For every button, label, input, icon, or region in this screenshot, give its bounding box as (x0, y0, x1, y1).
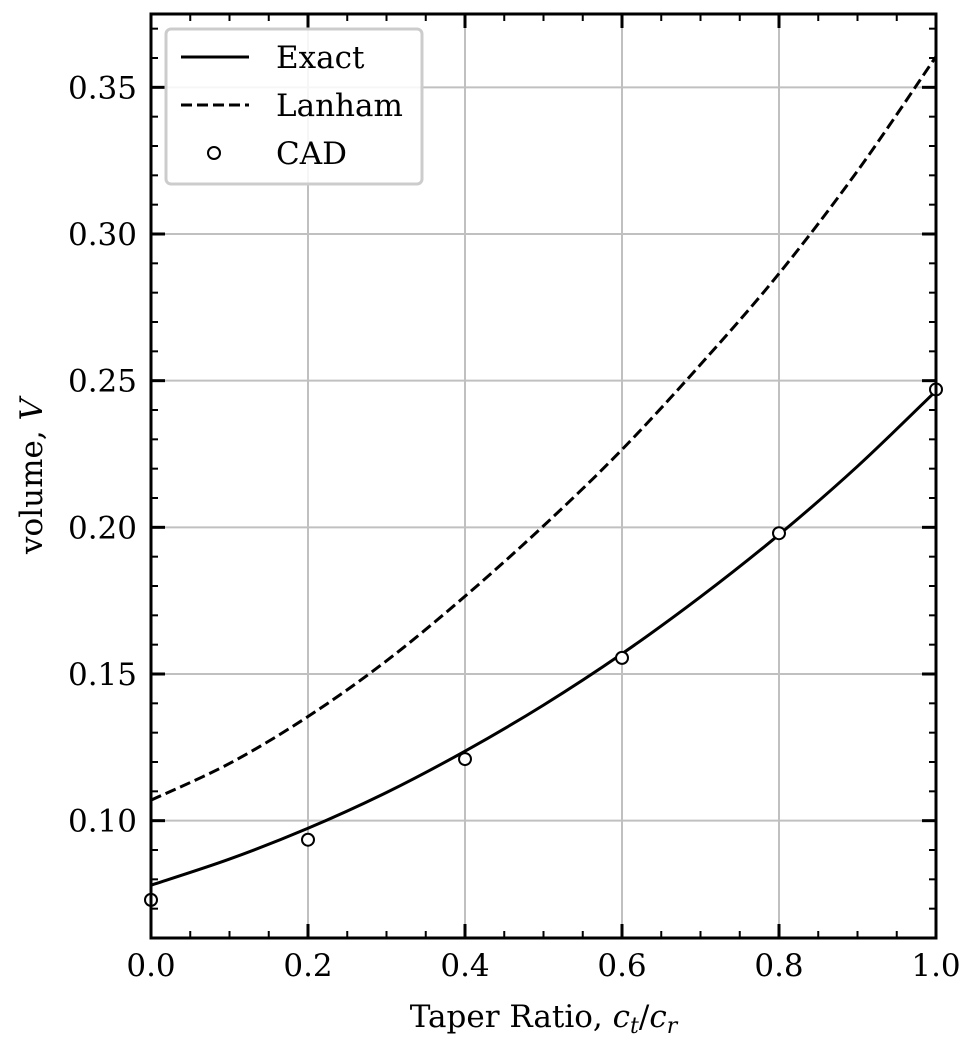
series-line-exact (150, 389, 938, 887)
cad-point (458, 752, 472, 767)
y-axis-label: volume, V (14, 394, 50, 555)
x-axis-label-c1: c (613, 999, 630, 1035)
legend-box (164, 27, 424, 186)
legend-label-cad: CAD (276, 136, 347, 172)
x-axis-label-c2: c (649, 999, 666, 1035)
x-axis-label-text: Taper Ratio, (410, 999, 613, 1035)
x-tick-label: 0.8 (754, 948, 803, 984)
x-axis-label-sub2: r (667, 1014, 679, 1039)
legend: Exact Lanham CAD (164, 27, 424, 186)
y-tick-label: 0.10 (68, 804, 137, 840)
x-tick-label: 0.4 (440, 948, 489, 984)
legend-label-exact: Exact (276, 40, 365, 76)
y-axis-label-text: volume, (14, 420, 50, 555)
plot-frame (149, 12, 938, 940)
x-tick-label: 0.2 (283, 948, 332, 984)
legend-label-lanham: Lanham (276, 88, 403, 124)
y-axis-label-var: V (14, 394, 50, 420)
y-tick-label: 0.20 (68, 510, 137, 546)
series-layer (144, 55, 943, 907)
cad-point (301, 832, 315, 847)
y-tick-label: 0.15 (68, 657, 137, 693)
y-tick-label: 0.30 (68, 217, 137, 253)
x-tick-label: 0.6 (597, 948, 646, 984)
series-line-lanham (150, 55, 938, 802)
y-tick-label: 0.25 (68, 364, 137, 400)
x-tick-label: 1.0 (911, 948, 960, 984)
y-tick-label: 0.35 (68, 70, 137, 106)
ticks: 0.0 0.2 0.4 0.6 0.8 1.0 0.10 0.15 0.20 0.25 0.30 0.… (68, 14, 961, 984)
x-axis-label-sub1: t (630, 1014, 639, 1039)
legend-marker-cad (207, 146, 221, 160)
cad-point (615, 650, 629, 665)
x-axis-label-sep: / (639, 999, 650, 1035)
x-axis-label: Taper Ratio, ct/cr (410, 999, 679, 1039)
x-tick-label: 0.0 (126, 948, 175, 984)
cad-point (772, 526, 786, 541)
